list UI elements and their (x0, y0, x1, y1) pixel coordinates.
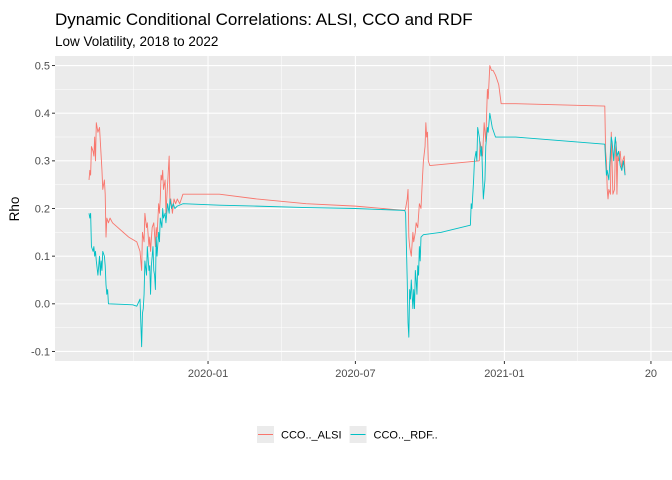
x-tick-label: 2020-07 (335, 368, 375, 380)
chart-subtitle: Low Volatility, 2018 to 2022 (55, 34, 218, 49)
y-tick-label: 0.2 (35, 203, 50, 215)
y-tick-label: -0.1 (31, 346, 50, 358)
series-lines (88, 65, 626, 348)
y-axis: -0.1 0.0 0.1 0.2 0.3 0.4 0.5 (31, 60, 55, 358)
legend-label-2: CCO.._RDF.. (374, 430, 438, 442)
legend: CCO.._ALSI CCO.._RDF.. (257, 426, 438, 443)
y-tick-label: 0.0 (35, 299, 50, 311)
x-tick-label: 2020-01 (188, 368, 228, 380)
series-line-2 (88, 112, 626, 348)
legend-label-1: CCO.._ALSI (281, 430, 342, 442)
chart-title: Dynamic Conditional Correlations: ALSI, … (55, 10, 473, 29)
y-tick-label: 0.4 (35, 108, 50, 120)
y-axis-title: Rho (7, 197, 22, 222)
x-tick-label: 20 (645, 368, 657, 380)
series-line-1 (88, 65, 626, 271)
y-tick-label: 0.5 (35, 60, 50, 72)
x-tick-label: 2021-01 (484, 368, 524, 380)
x-axis: 2020-01 2020-07 2021-01 20 (188, 361, 657, 380)
y-tick-label: 0.3 (35, 156, 50, 168)
y-tick-label: 0.1 (35, 251, 50, 263)
